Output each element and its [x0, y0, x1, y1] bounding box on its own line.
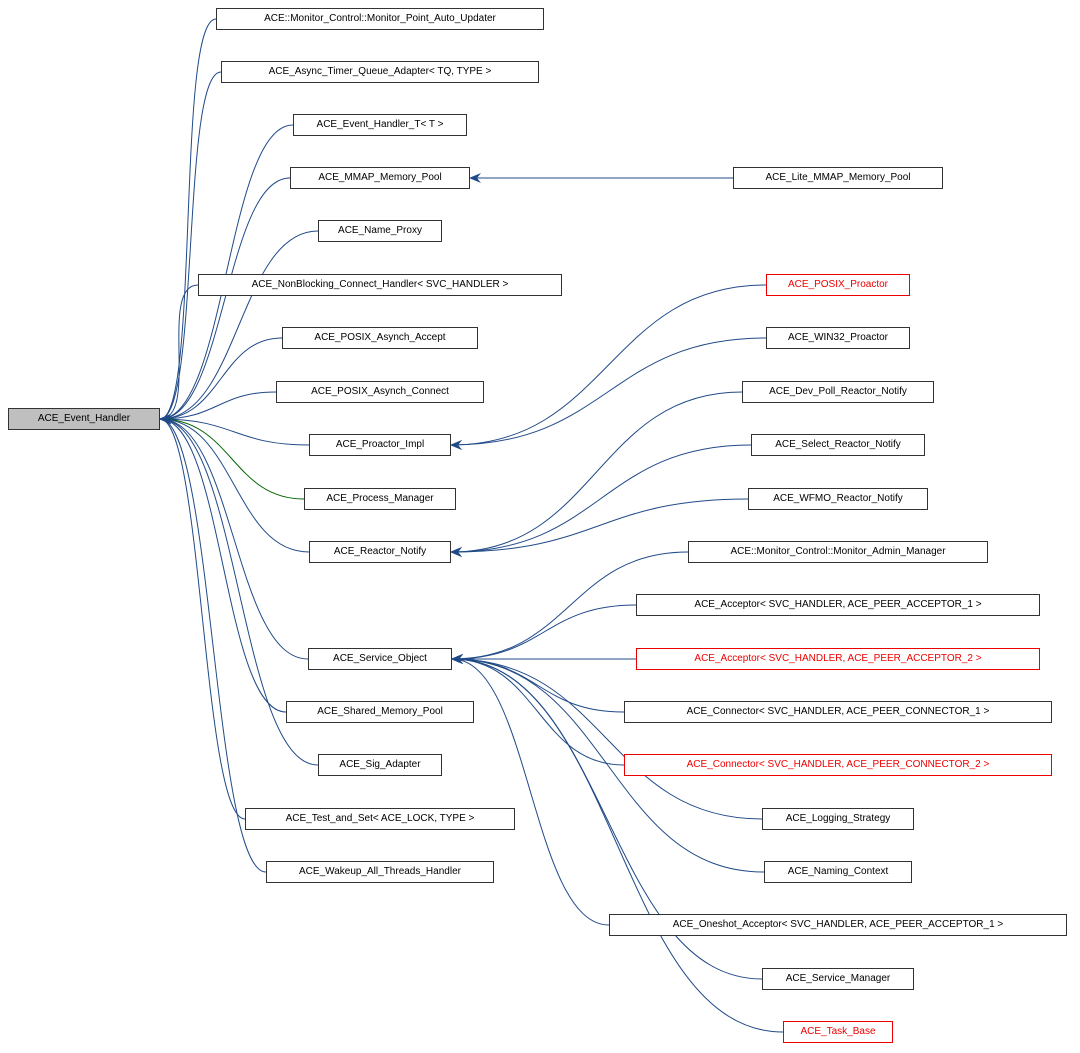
inheritance-edge	[160, 338, 282, 419]
class-node-n8[interactable]: ACE_Proactor_Impl	[309, 434, 451, 456]
class-node-m5[interactable]: ACE_WFMO_Reactor_Notify	[748, 488, 928, 510]
class-node-n5[interactable]: ACE_NonBlocking_Connect_Handler< SVC_HAN…	[198, 274, 562, 296]
class-node-m0[interactable]: ACE_Lite_MMAP_Memory_Pool	[733, 167, 943, 189]
class-node-s6[interactable]: ACE_Naming_Context	[764, 861, 912, 883]
inheritance-edge	[452, 659, 762, 819]
class-node-n6[interactable]: ACE_POSIX_Asynch_Accept	[282, 327, 478, 349]
inheritance-edge	[160, 72, 221, 419]
inheritance-edge	[160, 19, 216, 419]
inheritance-edge	[160, 125, 293, 419]
inheritance-edge	[160, 419, 266, 872]
inheritance-edge	[451, 392, 742, 552]
inheritance-edge	[160, 419, 304, 499]
inheritance-edge	[160, 419, 286, 712]
class-node-n0[interactable]: ACE::Monitor_Control::Monitor_Point_Auto…	[216, 8, 544, 30]
class-node-n11[interactable]: ACE_Service_Object	[308, 648, 452, 670]
class-node-n13[interactable]: ACE_Sig_Adapter	[318, 754, 442, 776]
class-node-root[interactable]: ACE_Event_Handler	[8, 408, 160, 430]
class-node-s2[interactable]: ACE_Acceptor< SVC_HANDLER, ACE_PEER_ACCE…	[636, 648, 1040, 670]
inheritance-edge	[452, 659, 609, 925]
inheritance-edge	[451, 338, 766, 445]
class-node-m1[interactable]: ACE_POSIX_Proactor	[766, 274, 910, 296]
inheritance-edge	[451, 285, 766, 445]
inheritance-edge	[160, 178, 290, 419]
class-node-n4[interactable]: ACE_Name_Proxy	[318, 220, 442, 242]
inheritance-edge	[160, 419, 245, 819]
class-node-s8[interactable]: ACE_Service_Manager	[762, 968, 914, 990]
class-node-n7[interactable]: ACE_POSIX_Asynch_Connect	[276, 381, 484, 403]
inheritance-edge	[160, 419, 309, 445]
inheritance-edge	[160, 392, 276, 419]
inheritance-edge	[452, 605, 636, 659]
class-node-n10[interactable]: ACE_Reactor_Notify	[309, 541, 451, 563]
class-node-s7[interactable]: ACE_Oneshot_Acceptor< SVC_HANDLER, ACE_P…	[609, 914, 1067, 936]
class-node-m2[interactable]: ACE_WIN32_Proactor	[766, 327, 910, 349]
class-node-n1[interactable]: ACE_Async_Timer_Queue_Adapter< TQ, TYPE …	[221, 61, 539, 83]
class-node-s4[interactable]: ACE_Connector< SVC_HANDLER, ACE_PEER_CON…	[624, 754, 1052, 776]
class-node-n2[interactable]: ACE_Event_Handler_T< T >	[293, 114, 467, 136]
inheritance-edge	[160, 419, 308, 659]
class-node-s0[interactable]: ACE::Monitor_Control::Monitor_Admin_Mana…	[688, 541, 988, 563]
class-node-m3[interactable]: ACE_Dev_Poll_Reactor_Notify	[742, 381, 934, 403]
class-node-n3[interactable]: ACE_MMAP_Memory_Pool	[290, 167, 470, 189]
inheritance-edge	[160, 419, 309, 552]
class-node-s9[interactable]: ACE_Task_Base	[783, 1021, 893, 1043]
inheritance-edge	[160, 285, 198, 419]
diagram-canvas: ACE_Event_HandlerACE::Monitor_Control::M…	[0, 0, 1080, 1053]
class-node-s1[interactable]: ACE_Acceptor< SVC_HANDLER, ACE_PEER_ACCE…	[636, 594, 1040, 616]
inheritance-edge	[452, 659, 624, 765]
class-node-m4[interactable]: ACE_Select_Reactor_Notify	[751, 434, 925, 456]
class-node-s3[interactable]: ACE_Connector< SVC_HANDLER, ACE_PEER_CON…	[624, 701, 1052, 723]
class-node-n12[interactable]: ACE_Shared_Memory_Pool	[286, 701, 474, 723]
edge-layer	[0, 0, 1080, 1053]
class-node-n9[interactable]: ACE_Process_Manager	[304, 488, 456, 510]
inheritance-edge	[451, 445, 751, 552]
class-node-n14[interactable]: ACE_Test_and_Set< ACE_LOCK, TYPE >	[245, 808, 515, 830]
inheritance-edge	[452, 659, 624, 712]
class-node-s5[interactable]: ACE_Logging_Strategy	[762, 808, 914, 830]
class-node-n15[interactable]: ACE_Wakeup_All_Threads_Handler	[266, 861, 494, 883]
